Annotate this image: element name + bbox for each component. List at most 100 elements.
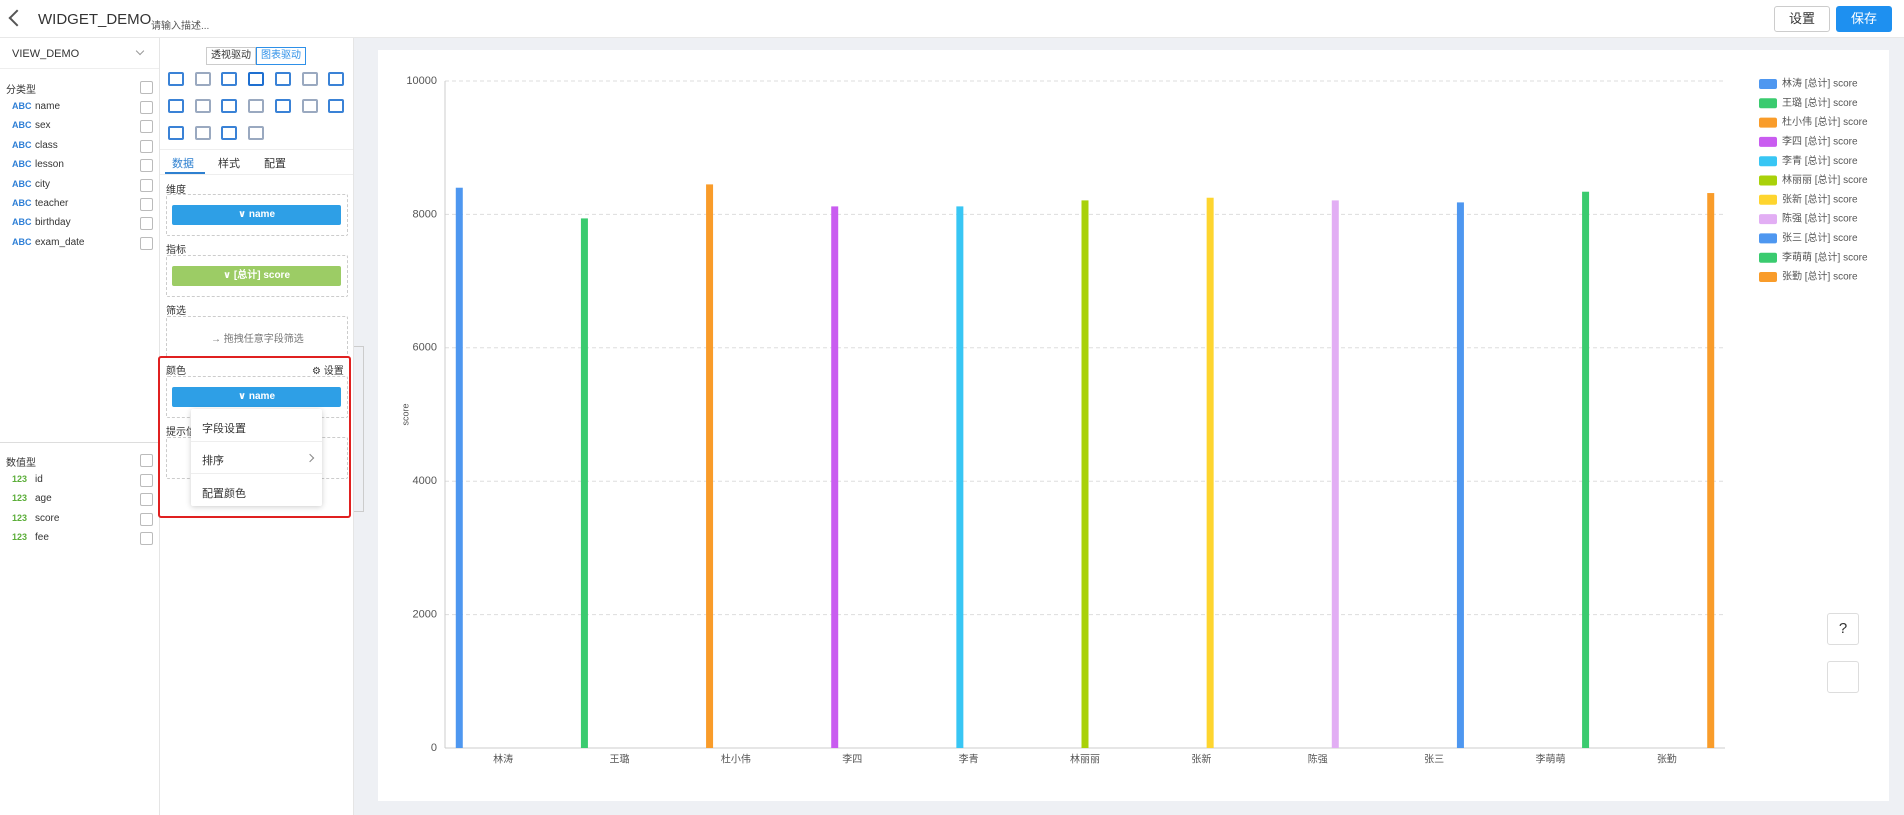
field-name[interactable]: score (35, 512, 60, 524)
x-tick-label: 杜小伟 (721, 753, 751, 766)
mode-toggle[interactable]: 图表驱动 (256, 47, 306, 65)
chart-type-icon[interactable] (221, 72, 238, 86)
save-button[interactable]: 保存 (1836, 6, 1892, 32)
divider (0, 68, 159, 69)
chart-type-icon[interactable] (168, 99, 184, 113)
legend-swatch (1759, 233, 1777, 244)
field-name[interactable]: fee (35, 532, 49, 544)
mode-toggle[interactable]: 透视驱动 (206, 47, 256, 65)
checkbox[interactable] (140, 532, 153, 546)
y-tick-label: 4000 (413, 475, 437, 487)
x-tick-label: 张新 (1191, 753, 1211, 766)
chart-type-icon[interactable] (194, 126, 211, 140)
legend-swatch (1759, 175, 1777, 186)
chart-type-icon[interactable] (168, 72, 184, 86)
chart-type-icon[interactable] (221, 99, 238, 113)
collapse-handle[interactable] (354, 346, 364, 512)
chart-type-icon[interactable] (274, 99, 291, 113)
bar (1081, 200, 1089, 748)
x-tick-label: 李青 (959, 753, 979, 766)
section-title: 维度 (166, 185, 186, 196)
menu-item[interactable]: 字段设置 (202, 423, 246, 435)
checkbox[interactable] (140, 198, 153, 211)
field-name[interactable]: city (35, 178, 50, 190)
field-name[interactable]: name (35, 101, 61, 112)
field-name[interactable]: birthday (35, 217, 71, 229)
tab[interactable]: 配置 (264, 158, 286, 170)
section-title: 筛选 (166, 306, 186, 317)
chart-type-icon[interactable] (274, 72, 291, 86)
tab[interactable]: 数据 (172, 158, 194, 170)
legend-label: 李四 [总计] score (1782, 135, 1858, 148)
field-badge: ABC (12, 101, 32, 111)
chart-type-icon[interactable] (194, 99, 211, 113)
field-name[interactable]: id (35, 474, 43, 485)
chart-type-icon[interactable] (248, 126, 265, 140)
pill-text: [总计] score (233, 270, 291, 281)
checkbox[interactable] (140, 474, 153, 487)
drop-zone[interactable] (166, 194, 348, 236)
x-tick-label: 李萌萌 (1535, 753, 1565, 766)
field-name[interactable]: teacher (35, 198, 69, 209)
chart-type-icon[interactable] (301, 99, 318, 113)
submenu-arrow (305, 453, 315, 463)
checkbox[interactable] (140, 159, 153, 173)
checkbox[interactable] (140, 81, 153, 94)
checkbox[interactable] (140, 493, 153, 507)
chart-type-icon[interactable] (168, 126, 184, 140)
back-arrow[interactable] (8, 9, 26, 27)
chart-type-icon[interactable] (248, 99, 265, 113)
checkbox[interactable] (140, 139, 153, 153)
field-badge: ABC (12, 236, 32, 247)
tool-button[interactable] (1827, 661, 1859, 693)
checkbox[interactable] (140, 178, 153, 192)
chart-type-icon[interactable] (301, 72, 318, 86)
legend-swatch (1759, 156, 1777, 167)
chart-type-icon[interactable] (328, 72, 345, 86)
description[interactable]: 请输入描述... (151, 21, 210, 32)
bar (1331, 200, 1339, 748)
legend-swatch (1759, 98, 1777, 109)
checkbox[interactable] (140, 217, 153, 231)
menu-item[interactable]: 配置颜色 (202, 488, 246, 500)
field-name[interactable]: age (35, 493, 52, 505)
checkbox[interactable] (140, 101, 153, 114)
highlight-box (158, 356, 351, 518)
field-name[interactable]: lesson (35, 159, 64, 171)
sidebar: VIEW_DEMO 分类型 ABC name ABC sex ABC class ABC les… (0, 38, 160, 815)
divider (191, 441, 322, 442)
chart-type-icon[interactable] (248, 72, 265, 86)
bar (1707, 193, 1715, 748)
checkbox[interactable] (140, 236, 153, 250)
field-name[interactable]: sex (35, 120, 51, 132)
legend-swatch (1759, 136, 1777, 147)
field-badge: ABC (12, 159, 32, 170)
color-settings[interactable]: ⚙ 设置 (312, 366, 344, 377)
checkbox[interactable] (140, 512, 153, 526)
drop-zone[interactable] (166, 255, 348, 297)
legend-label: 陈强 [总计] score (1782, 212, 1858, 225)
checkbox[interactable] (140, 454, 153, 467)
legend-label: 李青 [总计] score (1782, 154, 1858, 167)
field-pill[interactable]: ∨ name (172, 205, 341, 225)
chart-type-icon[interactable] (328, 99, 345, 113)
checkbox[interactable] (140, 120, 153, 134)
chart-type-icon[interactable] (194, 72, 211, 86)
legend-label: 张勤 [总计] score (1782, 270, 1858, 283)
field-name[interactable]: class (35, 139, 58, 151)
field-pill[interactable]: ∨ [总计] score (172, 266, 341, 286)
chart-type-icon[interactable] (221, 126, 238, 140)
field-pill[interactable]: ∨ name (172, 387, 341, 407)
tab[interactable]: 样式 (218, 158, 240, 170)
divider (160, 174, 353, 175)
help-button[interactable]: ? (1827, 613, 1859, 645)
view-select[interactable]: VIEW_DEMO (12, 48, 80, 60)
menu-item[interactable]: 排序 (202, 455, 224, 467)
chart: 0 2000 4000 6000 8000 10000 score 林涛 王璐 杜小伟 李四 李青 林丽… (400, 75, 1868, 766)
legend-label: 王璐 [总计] score (1782, 96, 1858, 109)
widget-title: WIDGET_DEMO (38, 11, 152, 28)
settings-button[interactable]: 设置 (1774, 6, 1830, 32)
legend-swatch (1759, 214, 1777, 225)
header: WIDGET_DEMO 请输入描述... 设置 保存 (0, 0, 1904, 38)
field-name[interactable]: exam_date (35, 236, 85, 248)
